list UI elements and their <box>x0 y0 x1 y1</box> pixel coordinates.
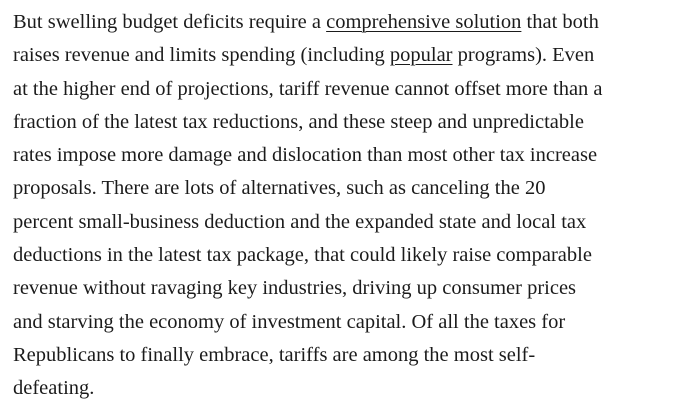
paragraph: But swelling budget deficits require a c… <box>0 6 679 406</box>
text-run: deductions in the latest tax package, th… <box>13 244 592 267</box>
text-run: rates impose more damage and dislocation… <box>13 144 598 167</box>
text-line: at the higher end of projections, tariff… <box>13 73 679 106</box>
text-line: Republicans to finally embrace, tariffs … <box>13 339 679 372</box>
text-run: Republicans to finally embrace, tariffs … <box>13 343 536 366</box>
text-line: revenue without ravaging key industries,… <box>13 272 679 305</box>
text-line: deductions in the latest tax package, th… <box>13 239 679 272</box>
text-line: defeating. <box>13 372 679 405</box>
text-run: raises revenue and limits spending (incl… <box>13 44 390 67</box>
text-run: at the higher end of projections, tariff… <box>13 77 603 100</box>
text-line: fraction of the latest tax reductions, a… <box>13 106 679 139</box>
text-run: fraction of the latest tax reductions, a… <box>13 110 584 133</box>
inline-link[interactable]: comprehensive solution <box>326 11 522 33</box>
text-run: revenue without ravaging key industries,… <box>13 277 577 300</box>
text-line: raises revenue and limits spending (incl… <box>13 39 679 72</box>
text-line: and starving the economy of investment c… <box>13 306 679 339</box>
text-line: percent small-business deduction and the… <box>13 206 679 239</box>
text-run: that both <box>521 11 599 33</box>
text-line: rates impose more damage and dislocation… <box>13 139 679 172</box>
text-line: But swelling budget deficits require a c… <box>13 6 679 39</box>
text-run: and starving the economy of investment c… <box>13 310 566 333</box>
text-run: programs). Even <box>452 44 595 67</box>
text-run: defeating. <box>13 377 95 400</box>
text-run: But swelling budget deficits require a <box>13 11 327 33</box>
text-line: proposals. There are lots of alternative… <box>13 172 679 205</box>
inline-link[interactable]: popular <box>389 44 453 67</box>
text-run: percent small-business deduction and the… <box>13 210 587 233</box>
text-run: proposals. There are lots of alternative… <box>13 177 546 200</box>
